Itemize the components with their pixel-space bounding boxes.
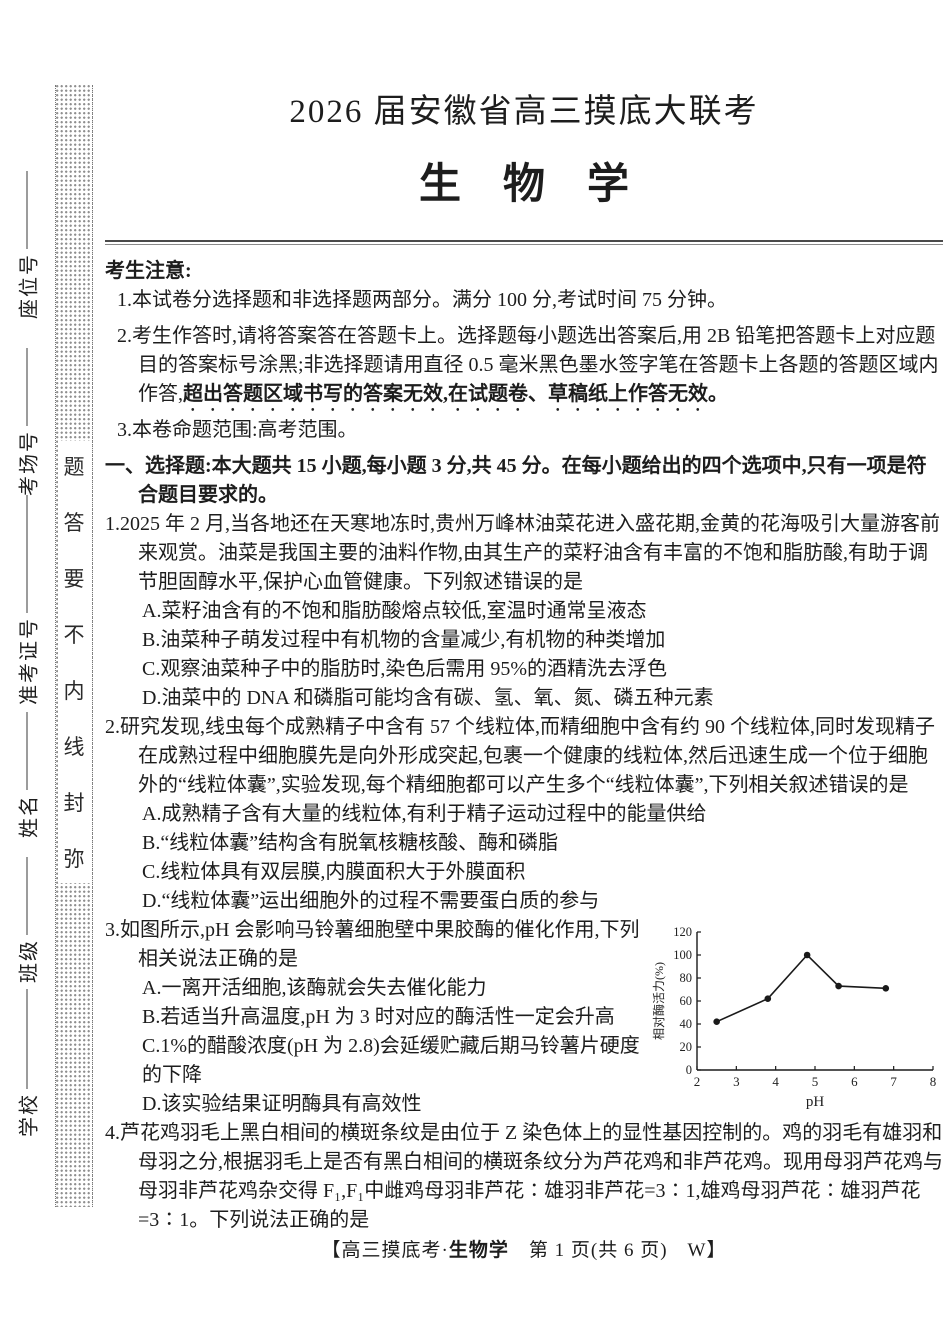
svg-text:3: 3	[733, 1074, 740, 1089]
option-a: A.成熟精子含有大量的线粒体,有利于精子运动过程中的能量供给	[142, 803, 707, 825]
question-number: 4.	[105, 1122, 120, 1144]
seal-char: 封	[63, 791, 85, 815]
notice-heading: 考生注意:	[105, 260, 192, 282]
header-divider	[105, 240, 943, 245]
question-4: 4.芦花鸡羽毛上黑白相间的横斑条纹是由位于 Z 染色体上的显性基因控制的。鸡的羽…	[105, 1119, 943, 1235]
question-3: 0 20 40 60 80 100 120 2 3 4 5 6 7 8 pH 相对酶活力(%) 3.如图所示,…	[105, 916, 943, 1119]
question-number: 3.	[105, 919, 120, 941]
question-text: 如图所示,pH 会影响马铃薯细胞壁中果胶酶的催化作用,下列相关说法正确的是	[120, 919, 640, 970]
fill-in-blank-line	[26, 171, 28, 249]
section-heading: 一、选择题:本大题共 15 小题,每小题 3 分,共 45 分。在每小题给出的四…	[105, 455, 927, 506]
exam-title: 2026 届安徽省高三摸底大联考	[289, 94, 759, 130]
svg-text:5: 5	[812, 1074, 819, 1089]
question-stem: 1.2025 年 2 月,当各地还在天寒地冻时,贵州万峰林油菜花进入盛花期,金黄…	[105, 510, 943, 597]
notice-item-3: 3.本卷命题范围:高考范围。	[117, 416, 943, 452]
svg-text:2: 2	[694, 1074, 701, 1089]
question-stem: 2.研究发现,线虫每个成熟精子中含有 57 个线粒体,而精细胞中含有约 90 个…	[105, 713, 943, 800]
field-label: 学校	[18, 1093, 41, 1137]
footer-text: 【高三摸底考·	[321, 1240, 449, 1261]
option-d: D.该实验结果证明酶具有高效性	[142, 1093, 422, 1115]
svg-text:20: 20	[680, 1040, 693, 1054]
svg-text:0: 0	[686, 1063, 692, 1077]
line-chart-canvas: 0 20 40 60 80 100 120 2 3 4 5 6 7 8 pH 相对酶活力(%)	[651, 925, 937, 1110]
notice-emphasis-text: 超出答题区域书写的答案无效,在试题卷、草稿纸上作答无效。	[183, 383, 728, 405]
page-footer: 【高三摸底考·生物学 第 1 页(共 6 页) W】	[105, 1238, 943, 1264]
field-label: 班级	[18, 939, 41, 983]
question-text: 研究发现,线虫每个成熟精子中含有 57 个线粒体,而精细胞中含有约 90 个线粒…	[120, 716, 935, 796]
option-d: D.油菜中的 DNA 和磷脂可能均含有碳、氢、氧、氮、磷五种元素	[142, 687, 714, 709]
question-2: 2.研究发现,线虫每个成熟精子中含有 57 个线粒体,而精细胞中含有约 90 个…	[105, 713, 943, 916]
notice-text: 2.考生作答时,请将答案答在答题卡上。选择题每小题选出答案后,用 2B 铅笔把答…	[117, 325, 939, 405]
question-number: 2.	[105, 716, 120, 738]
seal-char: 线	[63, 735, 85, 759]
svg-text:相对酶活力(%): 相对酶活力(%)	[651, 962, 666, 1040]
svg-text:4: 4	[772, 1074, 779, 1089]
svg-text:6: 6	[851, 1074, 858, 1089]
svg-text:7: 7	[890, 1074, 897, 1089]
fill-in-blank-line	[26, 348, 28, 426]
svg-text:8: 8	[930, 1074, 937, 1089]
svg-text:60: 60	[680, 994, 693, 1008]
seal-text-column: 题 答 要 不 内 线 封 弥	[58, 441, 90, 883]
svg-text:40: 40	[680, 1017, 693, 1031]
option-c: C.观察油菜种子中的脂肪时,染色后需用 95%的酒精洗去浮色	[142, 658, 667, 680]
field-class: 班级	[13, 857, 42, 983]
seal-char: 弥	[63, 847, 85, 871]
question-number: 1.	[105, 513, 120, 535]
fill-in-blank-line	[26, 989, 28, 1089]
field-exam-room: 考场号	[13, 348, 42, 496]
fill-in-blank-line	[26, 712, 28, 790]
field-label: 考场号	[18, 430, 41, 496]
seal-char: 要	[63, 567, 85, 591]
footer-subject: 生物学	[448, 1240, 509, 1261]
field-seat-number: 座位号	[13, 171, 42, 319]
field-label: 姓名	[18, 794, 41, 838]
question-stem: 4.芦花鸡羽毛上黑白相间的横斑条纹是由位于 Z 染色体上的显性基因控制的。鸡的羽…	[105, 1119, 943, 1235]
notice-text: 1.本试卷分选择题和非选择题两部分。满分 100 分,考试时间 75 分钟。	[117, 289, 727, 311]
option-c: C.1%的醋酸浓度(pH 为 2.8)会延缓贮藏后期马铃薯片硬度的下降	[142, 1035, 640, 1086]
seal-char: 不	[63, 623, 85, 647]
option-b: B.油菜种子萌发过程中有机物的含量减少,有机物的种类增加	[142, 629, 666, 651]
fill-in-blank-line	[26, 495, 28, 613]
svg-text:120: 120	[673, 925, 692, 939]
field-label: 座位号	[18, 253, 41, 319]
svg-text:100: 100	[673, 948, 692, 962]
seal-char: 内	[63, 679, 85, 703]
ph-enzyme-activity-chart: 0 20 40 60 80 100 120 2 3 4 5 6 7 8 pH 相对酶活力(%)	[651, 920, 943, 1112]
seal-band: 题 答 要 不 内 线 封 弥	[55, 85, 93, 1207]
notice-text: 3.本卷命题范围:高考范围。	[117, 419, 358, 441]
student-info-rail: 座位号 考场号 准考证号 姓名 班级 学校	[0, 0, 52, 1344]
field-admission-ticket: 准考证号	[13, 495, 42, 705]
paper-body: 2026 届安徽省高三摸底大联考 生 物 学 考生注意: 1.本试卷分选择题和非…	[105, 0, 943, 1235]
notice-item-1: 1.本试卷分选择题和非选择题两部分。满分 100 分,考试时间 75 分钟。	[117, 286, 943, 322]
subject-title: 生 物 学	[418, 162, 629, 208]
footer-page-info: 第 1 页(共 6 页) W】	[508, 1240, 727, 1261]
option-d: D.“线粒体囊”运出细胞外的过程不需要蛋白质的参与	[142, 890, 600, 912]
question-1: 1.2025 年 2 月,当各地还在天寒地冻时,贵州万峰林油菜花进入盛花期,金黄…	[105, 510, 943, 713]
option-a: A.菜籽油含有的不饱和脂肪酸熔点较低,室温时通常呈液态	[142, 600, 647, 622]
svg-text:pH: pH	[806, 1094, 825, 1110]
field-name: 姓名	[13, 712, 42, 838]
field-label: 准考证号	[18, 617, 41, 705]
question-text: 2025 年 2 月,当各地还在天寒地冻时,贵州万峰林油菜花进入盛花期,金黄的花…	[120, 513, 940, 593]
notice-item-2: 2.考生作答时,请将答案答在答题卡上。选择题每小题选出答案后,用 2B 铅笔把答…	[117, 322, 943, 416]
option-c: C.线粒体具有双层膜,内膜面积大于外膜面积	[142, 861, 526, 883]
seal-char: 答	[63, 511, 85, 535]
svg-text:80: 80	[680, 971, 693, 985]
field-school: 学校	[13, 989, 42, 1137]
option-b: B.“线粒体囊”结构含有脱氧核糖核酸、酶和磷脂	[142, 832, 559, 854]
seal-char: 题	[63, 455, 85, 479]
option-a: A.一离开活细胞,该酶就会失去催化能力	[142, 977, 487, 999]
question-stem: 3.如图所示,pH 会影响马铃薯细胞壁中果胶酶的催化作用,下列相关说法正确的是	[105, 916, 943, 974]
option-b: B.若适当升高温度,pH 为 3 时对应的酶活性一定会升高	[142, 1006, 615, 1028]
fill-in-blank-line	[26, 857, 28, 935]
question-text: 芦花鸡羽毛上黑白相间的横斑条纹是由位于 Z 染色体上的显性基因控制的。鸡的羽毛有…	[120, 1122, 943, 1231]
